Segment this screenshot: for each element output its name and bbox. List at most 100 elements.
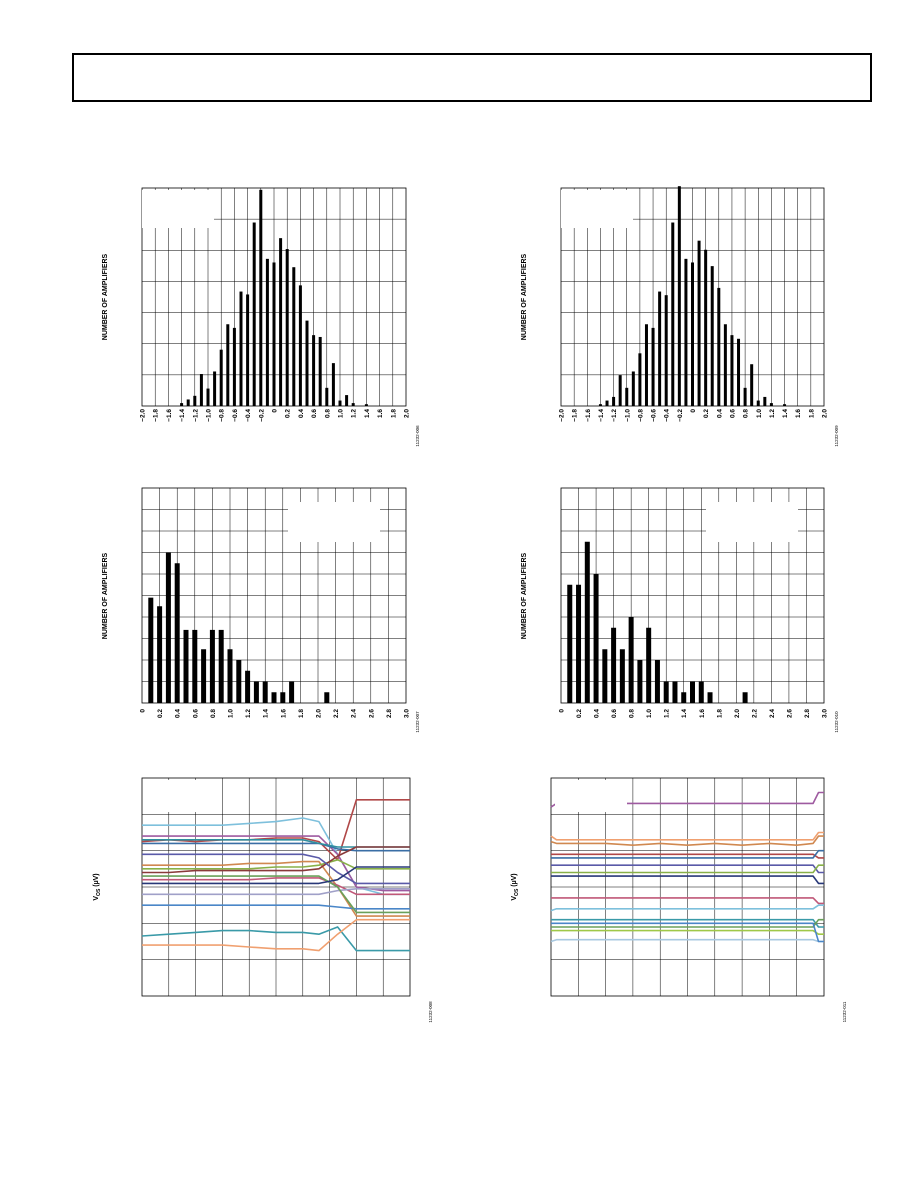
histogram-bar (331, 363, 335, 406)
x-tick-label: 1.4 (681, 709, 688, 718)
x-tick-label: 0.8 (743, 409, 750, 418)
histogram-bar (351, 403, 355, 406)
histogram-bar (698, 681, 704, 703)
x-tick-label: 0 (140, 709, 147, 713)
histogram-bar (730, 335, 734, 406)
x-tick-label: 0.8 (629, 709, 636, 718)
x-tick-label: 0.4 (175, 709, 182, 718)
x-tick-label: 0.4 (716, 409, 723, 418)
histogram-bar (651, 327, 655, 406)
figure-id: 11232-008 (428, 1001, 433, 1023)
x-tick-label: 0.4 (594, 709, 601, 718)
histogram-bar (743, 387, 747, 406)
x-tick-label: 2.6 (786, 709, 793, 718)
x-tick-label: 1.8 (808, 409, 815, 418)
histogram-bar (206, 388, 210, 406)
x-tick-label: 0.8 (324, 409, 331, 418)
histogram-bar (252, 222, 256, 406)
x-tick-label: 1.8 (390, 409, 397, 418)
histogram-bar (183, 629, 189, 703)
y-axis-label-unit: (µV) (511, 873, 518, 888)
x-tick-label: 2.6 (368, 709, 375, 718)
annotation-box (706, 502, 798, 542)
chart-hist-top-right: −2.0 −1.8 −1.6 −1.4 −1.2 −1.0 −0.8 −0.6 −0.4 −0.2… (521, 186, 839, 447)
x-tick-label: 0.2 (285, 409, 292, 418)
histogram-bar (598, 404, 602, 406)
x-tick-label: 1.2 (245, 709, 252, 718)
histogram-bar (584, 541, 590, 703)
series-line (141, 926, 410, 952)
histogram-bar (723, 324, 727, 406)
series-line (551, 849, 824, 859)
histogram-bar (280, 692, 286, 703)
histogram-bar (271, 692, 277, 703)
histogram-bar (236, 660, 242, 703)
series-line (142, 846, 410, 874)
histogram-bar (262, 681, 268, 703)
x-tick-label: 0.6 (611, 709, 618, 718)
x-tick-label: 0 (272, 409, 279, 413)
x-tick-label: 2.0 (316, 709, 323, 718)
figure-id: 11232-011 (842, 1001, 847, 1022)
x-tick-label: 2.8 (804, 709, 811, 718)
x-tick-label: 0.6 (192, 709, 199, 718)
chart-hist-mid-left: 0 0.2 0.4 0.6 0.8 1.0 1.2 1.4 1.6 1.8 2.0 2.2 2.4 2.6… (102, 487, 420, 733)
histogram-bar (737, 338, 741, 406)
histogram-bar (710, 266, 714, 406)
chart-hist-top-left: −2.0 −1.8 −1.6 −1.4 −1.2 −1.0 −0.8 −0.6 −0.4 −0.2… (102, 187, 420, 447)
histogram-bar (619, 649, 625, 703)
x-tick-label: 1.8 (298, 709, 305, 718)
histogram-bar (213, 371, 217, 406)
x-tick-label: −0.2 (258, 409, 265, 422)
histogram-bar (611, 627, 617, 703)
histogram-bar (618, 375, 622, 406)
histogram-bar (246, 294, 250, 406)
x-tick-label: −0.4 (245, 409, 252, 422)
histogram-bar (593, 574, 599, 703)
x-tick-label: −1.0 (624, 409, 631, 422)
histogram-bar (684, 258, 688, 406)
histogram-bar (338, 400, 342, 406)
series-line (551, 864, 824, 874)
series-line (142, 918, 410, 952)
series-line (142, 842, 410, 852)
series-line (551, 929, 824, 936)
x-tick-label: −0.4 (664, 409, 671, 422)
x-tick-label: 1.2 (769, 409, 776, 418)
histogram-bar (279, 238, 283, 406)
histogram-bar (272, 262, 276, 406)
histogram-bar (201, 649, 207, 703)
x-tick-label: −0.8 (637, 409, 644, 422)
chart-drift-bottom-left: VOS (µV) 11232-008 (93, 777, 433, 1023)
histogram-bar (717, 287, 721, 406)
x-tick-label: −0.6 (651, 409, 658, 422)
y-axis-label-sub: OS (96, 888, 102, 896)
x-tick-label: 1.0 (228, 709, 235, 718)
histogram-bar (364, 404, 368, 406)
x-tick-label: −1.8 (572, 409, 579, 422)
annotation-box (555, 780, 627, 812)
histogram-bar (631, 371, 635, 406)
annotation-box (561, 190, 633, 228)
y-axis-label-main: V (93, 896, 100, 901)
x-tick-label: 2.4 (351, 709, 358, 718)
y-axis-label-unit: (µV) (93, 873, 100, 888)
histogram-bar (259, 189, 263, 406)
histogram-bar (644, 324, 648, 406)
x-tick-label: 0.8 (210, 709, 217, 718)
histogram-bar (646, 627, 652, 703)
histogram-bar (148, 597, 154, 703)
histogram-bar (165, 552, 171, 703)
x-tick-label: 1.6 (699, 709, 706, 718)
x-tick-label: 0.4 (298, 409, 305, 418)
x-tick-label: 1.6 (280, 709, 287, 718)
series-line (142, 853, 410, 885)
histogram-bar (612, 396, 616, 406)
x-tick-label: 1.0 (338, 409, 345, 418)
histogram-bar (226, 324, 230, 406)
histogram-bar (318, 336, 322, 406)
y-axis-label: NUMBER OF AMPLIFIERS (102, 253, 109, 340)
x-tick-label: 0.2 (576, 709, 583, 718)
x-tick-label: −1.6 (585, 409, 592, 422)
